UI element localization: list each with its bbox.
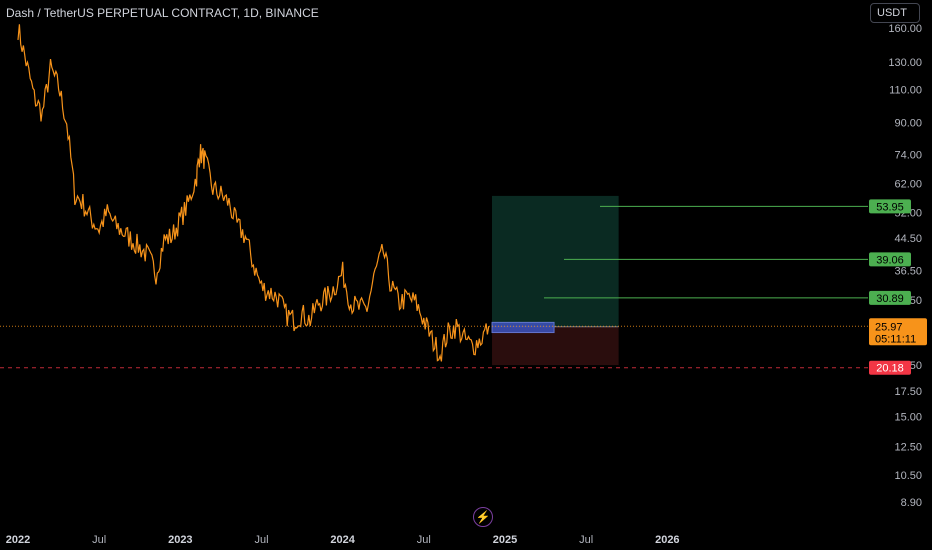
target-price-tag: 53.95: [876, 201, 904, 213]
stop-price-tag: 20.18: [876, 363, 904, 375]
target-price-tag-bg: [869, 199, 911, 214]
entry-zone: [491, 321, 555, 334]
currency-selector[interactable]: USDT: [870, 3, 920, 23]
x-tick-label: Jul: [92, 534, 106, 546]
x-tick-label: 2025: [493, 534, 517, 546]
y-tick-label: 74.00: [894, 150, 922, 162]
y-tick-label: 160.00: [888, 23, 922, 35]
current-price-tag-bg: [869, 318, 927, 346]
bar-countdown: 05:11:11: [875, 333, 916, 345]
stop-price-tag-bg: [869, 360, 911, 375]
y-tick-label: 15.00: [894, 411, 922, 423]
x-tick-label: 2023: [168, 534, 192, 546]
y-tick-label: 62.00: [894, 179, 922, 191]
y-tick-label: 10.50: [894, 470, 922, 482]
x-tick-label: Jul: [254, 534, 268, 546]
target-price-tag: 30.89: [876, 293, 904, 305]
y-tick-label: 90.00: [894, 117, 922, 129]
loss-zone: [492, 326, 619, 366]
x-tick-label: 2022: [6, 534, 30, 546]
current-price-tag: 25.97: [875, 321, 903, 333]
x-tick-label: Jul: [417, 534, 431, 546]
target-price-tag-bg: [869, 252, 911, 267]
price-series-line: [17, 24, 490, 362]
y-tick-label: 110.00: [889, 84, 922, 96]
y-tick-label: 36.50: [894, 265, 922, 277]
y-tick-label: 44.50: [894, 233, 922, 245]
y-tick-label: 17.50: [894, 386, 922, 398]
x-tick-label: Jul: [579, 534, 593, 546]
target-price-tag-bg: [869, 290, 911, 305]
lightning-icon[interactable]: ⚡: [473, 507, 493, 527]
y-tick-label: 130.00: [888, 57, 922, 69]
chart-title: Dash / TetherUS PERPETUAL CONTRACT, 1D, …: [6, 6, 319, 20]
profit-zone: [492, 195, 619, 327]
target-price-tag: 39.06: [876, 254, 904, 266]
y-tick-label: 12.50: [894, 441, 922, 453]
x-tick-label: 2026: [655, 534, 679, 546]
x-tick-label: 2024: [330, 534, 355, 546]
y-tick-label: 8.90: [901, 497, 922, 509]
